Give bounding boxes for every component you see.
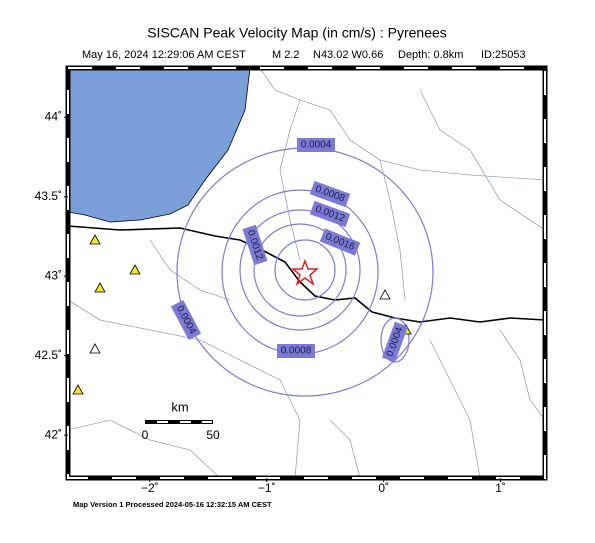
contour-label-box (319, 228, 361, 256)
lon-tick-label: −2˚ (141, 481, 159, 495)
contour-label-box (297, 138, 335, 152)
contour-label: 0.0008 (277, 344, 315, 358)
contour-label-box (170, 299, 202, 341)
footer: Map Version 1 Processed 2024-05-16 12:32… (73, 500, 272, 509)
contour-label-text: 0.0008 (281, 346, 312, 357)
contour-label-box (381, 321, 409, 363)
contour-label-text: 0.0004 (301, 140, 332, 151)
contour-label-box (242, 224, 268, 266)
lat-tick-label: 42.5˚ (35, 348, 62, 362)
scale-label: 0 (142, 428, 149, 442)
subtitle-depth: Depth: 0.8km (398, 49, 463, 61)
contour-label-box (277, 344, 315, 358)
scale-unit: km (171, 399, 188, 414)
map-body: 0.00040.00080.00120.00160.00120.00040.00… (68, 68, 545, 478)
subtitle-magnitude: M 2.2 (272, 49, 300, 61)
lon-tick-label: 1˚ (495, 481, 506, 495)
border (68, 225, 545, 323)
subtitle-location: N43.02 W0.66 (313, 49, 383, 61)
ocean (68, 68, 251, 223)
lat-tick-label: 43.5˚ (35, 189, 62, 203)
lat-tick-label: 43˚ (45, 268, 62, 282)
lon-tick-label: 0˚ (378, 481, 389, 495)
contour-label: 0.0004 (297, 138, 335, 152)
contour-labels: 0.00040.00080.00120.00160.00120.00040.00… (170, 138, 409, 363)
lon-tick-label: −1˚ (258, 481, 276, 495)
title: SISCAN Peak Velocity Map (in cm/s) : Pyr… (147, 25, 447, 41)
axis-ticks: −2˚ −1˚ 0˚ 1˚ 42˚ 42.5˚ 43˚ 43.5˚ 44˚ (35, 109, 506, 495)
epicenter (290, 258, 320, 287)
frame-ticks (67, 67, 546, 479)
contour-label-box (309, 200, 351, 228)
scale-bar: km 0 50 (142, 399, 220, 442)
scale-label: 50 (206, 428, 220, 442)
lat-tick-label: 44˚ (45, 109, 62, 123)
lat-tick-label: 42˚ (45, 427, 62, 441)
subtitle-id: ID:25053 (481, 49, 526, 61)
rivers (68, 68, 545, 478)
subtitle-date: May 16, 2024 12:29:06 AM CEST (82, 49, 246, 61)
contour-label-box (309, 180, 351, 208)
contours (176, 147, 434, 397)
